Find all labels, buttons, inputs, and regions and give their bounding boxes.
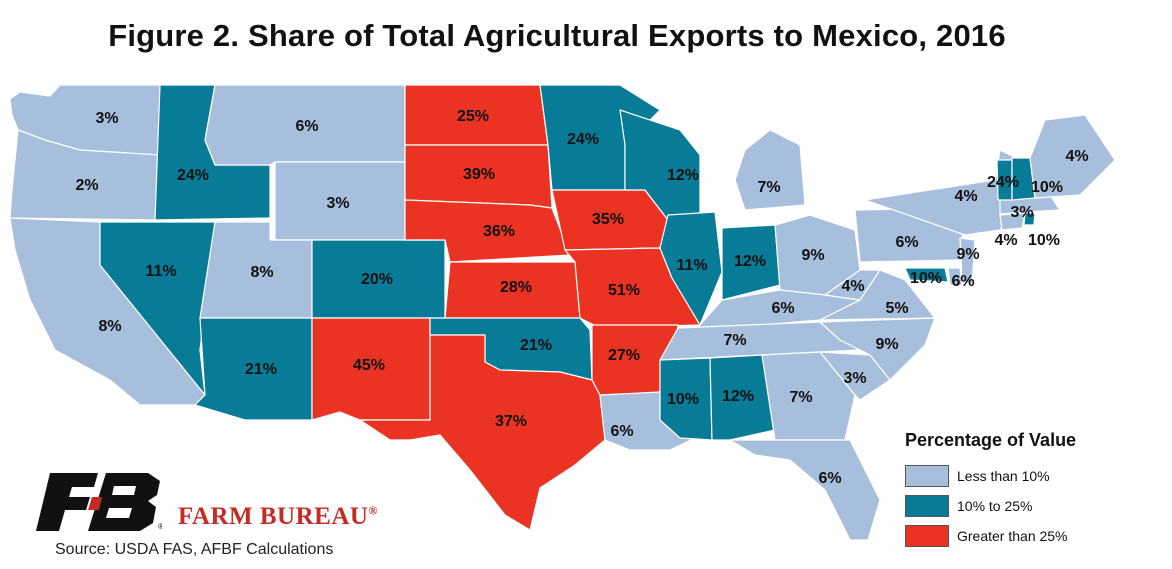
state-label-nv: 11% bbox=[145, 263, 176, 280]
legend-label-mid: 10% to 25% bbox=[957, 498, 1033, 514]
state-me bbox=[1029, 114, 1116, 199]
state-label-ga: 7% bbox=[789, 389, 812, 406]
state-label-ma: 3% bbox=[1010, 204, 1033, 221]
state-label-tn: 7% bbox=[723, 332, 746, 349]
state-ga bbox=[761, 351, 856, 441]
state-label-il: 11% bbox=[676, 257, 707, 274]
state-label-wi: 12% bbox=[667, 167, 699, 184]
state-label-va: 5% bbox=[885, 300, 908, 317]
legend-swatch-low bbox=[905, 465, 949, 487]
state-ne bbox=[404, 199, 571, 263]
state-label-ny: 4% bbox=[954, 188, 977, 205]
state-label-ar: 27% bbox=[608, 347, 640, 364]
legend-item-mid: 10% to 25% bbox=[905, 491, 1135, 521]
state-label-sd: 39% bbox=[463, 166, 495, 183]
state-label-in: 12% bbox=[734, 253, 766, 270]
legend-swatch-mid bbox=[905, 495, 949, 517]
state-label-pa: 6% bbox=[895, 234, 918, 251]
state-label-fl: 6% bbox=[818, 470, 841, 487]
state-label-mi: 7% bbox=[757, 179, 780, 196]
legend-title: Percentage of Value bbox=[905, 430, 1077, 450]
state-labels-group: 3% 2% 8% 24% 11% 6% 3% 8% 21% 20% 45% 25% 39% 36% 28% 2… bbox=[75, 108, 1088, 487]
state-mi bbox=[734, 129, 806, 211]
state-label-ms: 10% bbox=[667, 391, 699, 408]
source-note: Source: USDA FAS, AFBF Calculations bbox=[55, 541, 334, 558]
state-label-ok: 21% bbox=[520, 337, 552, 354]
legend: Percentage of Value Less than 10% 10% to… bbox=[905, 430, 1135, 551]
state-label-ct: 4% bbox=[994, 232, 1017, 249]
state-ct bbox=[999, 212, 1026, 231]
legend-swatch-high bbox=[905, 525, 949, 547]
state-label-al: 12% bbox=[722, 388, 754, 405]
farm-bureau-wordmark: FARM BUREAU® bbox=[178, 503, 378, 531]
state-label-wa: 3% bbox=[95, 110, 118, 127]
legend-item-high: Greater than 25% bbox=[905, 521, 1135, 551]
state-ri bbox=[1023, 212, 1036, 226]
state-label-ca: 8% bbox=[98, 318, 121, 335]
state-label-la: 6% bbox=[610, 423, 633, 440]
states-group bbox=[9, 84, 1116, 541]
state-label-ia: 35% bbox=[592, 211, 624, 228]
state-label-md: 10% bbox=[910, 270, 942, 287]
state-label-de: 6% bbox=[951, 273, 974, 290]
state-al bbox=[709, 354, 776, 441]
state-label-id: 24% bbox=[177, 167, 209, 184]
state-label-mn: 24% bbox=[567, 131, 599, 148]
state-label-nm: 45% bbox=[353, 357, 385, 374]
state-md bbox=[904, 267, 949, 283]
state-label-tx: 37% bbox=[495, 413, 527, 430]
farm-bureau-registered-mark: ® bbox=[368, 503, 378, 518]
state-de bbox=[947, 267, 963, 286]
state-label-co: 20% bbox=[361, 271, 393, 288]
state-va bbox=[819, 269, 936, 321]
state-label-wy: 3% bbox=[326, 195, 349, 212]
state-nj bbox=[959, 237, 976, 286]
state-label-az: 21% bbox=[245, 361, 277, 378]
state-label-ne: 36% bbox=[483, 223, 515, 240]
state-label-ky: 6% bbox=[771, 300, 794, 317]
logo-registered-mark: ® bbox=[158, 522, 162, 531]
map-title: Figure 2. Share of Total Agricultural Ex… bbox=[108, 18, 1006, 53]
state-sc bbox=[819, 351, 891, 401]
state-label-wv: 4% bbox=[841, 278, 864, 295]
state-label-oh: 9% bbox=[801, 247, 824, 264]
farm-bureau-logo-icon: ® bbox=[36, 473, 162, 531]
legend-label-high: Greater than 25% bbox=[957, 528, 1068, 544]
state-label-ut: 8% bbox=[250, 264, 273, 281]
state-label-ks: 28% bbox=[500, 279, 532, 296]
legend-label-low: Less than 10% bbox=[957, 468, 1050, 484]
farm-bureau-name: FARM BUREAU bbox=[178, 503, 369, 530]
state-label-ri: 10% bbox=[1028, 232, 1060, 249]
state-label-nd: 25% bbox=[457, 108, 489, 125]
state-label-mo: 51% bbox=[608, 282, 640, 299]
legend-item-low: Less than 10% bbox=[905, 461, 1135, 491]
state-nv bbox=[99, 221, 216, 396]
state-label-me: 4% bbox=[1065, 148, 1088, 165]
state-ms bbox=[659, 357, 713, 441]
state-label-sc: 3% bbox=[843, 370, 866, 387]
state-label-mt: 6% bbox=[295, 118, 318, 135]
state-fl bbox=[729, 439, 881, 541]
state-label-nj: 9% bbox=[956, 246, 979, 263]
state-label-vt: 24% bbox=[987, 174, 1019, 191]
state-wv bbox=[824, 269, 881, 301]
state-label-or: 2% bbox=[75, 177, 98, 194]
state-label-nh: 10% bbox=[1031, 179, 1063, 196]
state-label-nc: 9% bbox=[875, 336, 898, 353]
